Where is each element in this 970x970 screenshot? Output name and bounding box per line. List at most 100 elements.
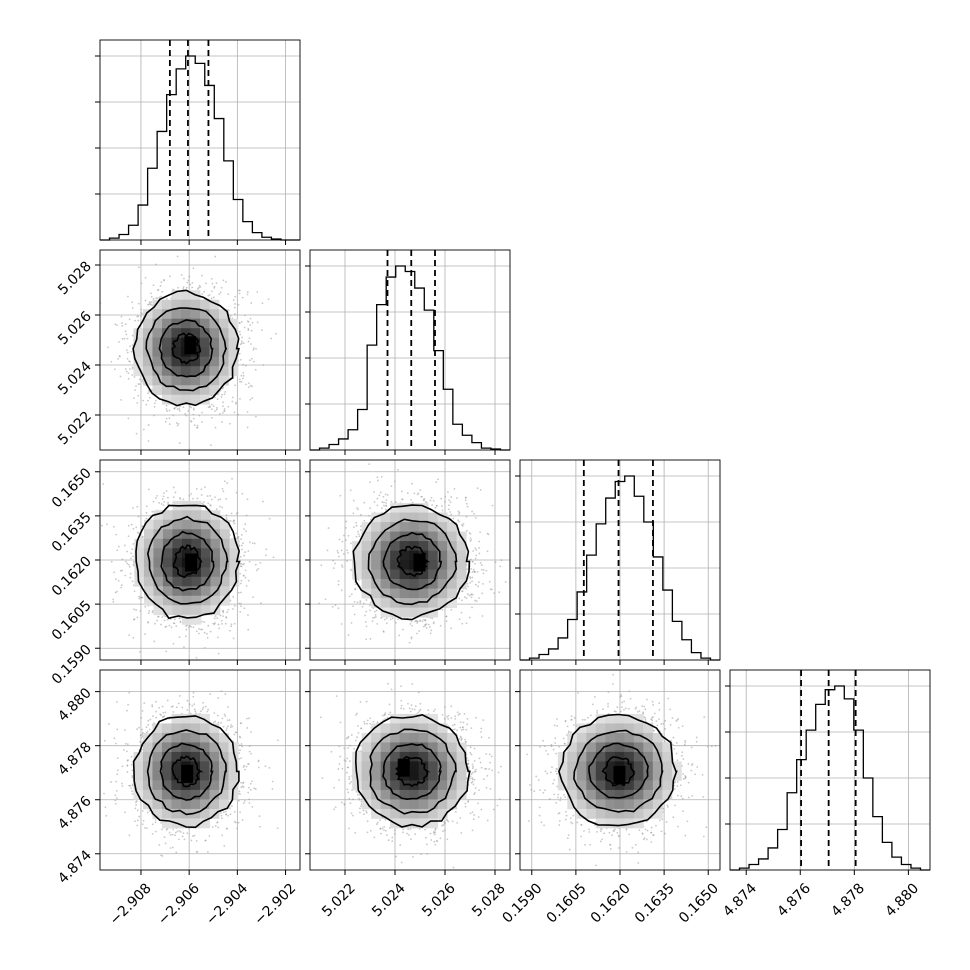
density-cell	[142, 375, 153, 386]
sample-point	[200, 628, 202, 631]
sample-point	[234, 313, 236, 315]
density-cell	[399, 588, 410, 599]
y-tick-label: 4.880	[55, 685, 95, 725]
sample-point	[469, 775, 472, 778]
sample-point	[145, 517, 148, 520]
sample-point	[185, 286, 188, 289]
sample-point	[119, 569, 122, 572]
sample-point	[469, 582, 472, 584]
sample-point	[474, 516, 477, 519]
density-cell	[209, 309, 220, 320]
sample-point	[123, 337, 126, 340]
density-cell	[633, 742, 644, 753]
sample-point	[408, 641, 411, 644]
density-cell	[418, 780, 429, 791]
sample-point	[353, 613, 356, 616]
density-cell	[161, 337, 172, 348]
sample-point	[355, 524, 358, 527]
x-tick-label: 4.876	[774, 880, 814, 920]
density-cell	[171, 328, 182, 339]
sample-point	[607, 705, 609, 708]
sample-point	[252, 360, 255, 363]
sample-point	[380, 617, 383, 619]
sample-point	[131, 548, 134, 551]
sample-point	[360, 727, 362, 730]
sample-point	[156, 619, 159, 622]
sample-point	[268, 766, 271, 769]
density-cell	[152, 723, 163, 734]
sample-point	[498, 798, 501, 800]
sample-point	[458, 618, 461, 621]
sample-point	[539, 789, 541, 791]
density-cell	[437, 522, 448, 532]
density-cell	[171, 799, 182, 810]
sample-point	[233, 604, 236, 607]
sample-point	[458, 513, 460, 516]
density-cell	[390, 522, 401, 532]
density-cell	[390, 761, 401, 772]
sample-point	[482, 778, 485, 781]
sample-point	[432, 622, 435, 625]
density-cell	[190, 394, 201, 405]
sample-point	[124, 330, 127, 333]
density-cell	[447, 780, 458, 791]
density-cell	[172, 595, 183, 606]
sample-point	[186, 708, 189, 711]
sample-point	[271, 787, 274, 790]
sample-point	[235, 491, 238, 494]
sample-point	[164, 420, 167, 423]
sample-point	[376, 479, 379, 482]
sample-point	[680, 795, 683, 798]
density-cell	[190, 723, 201, 734]
sample-point	[156, 297, 159, 300]
sample-point	[690, 764, 693, 767]
sample-point	[538, 745, 541, 748]
sample-point	[478, 552, 481, 555]
sample-point	[602, 708, 604, 711]
sample-point	[147, 621, 149, 623]
sample-point	[498, 591, 501, 594]
density-cell	[409, 607, 420, 618]
histogram-3	[520, 475, 720, 661]
sample-point	[181, 706, 184, 709]
sample-point	[144, 606, 147, 608]
density-cell	[180, 318, 191, 329]
sample-point	[559, 797, 562, 799]
sample-point	[192, 497, 194, 500]
sample-point	[458, 737, 461, 740]
density-cell	[447, 550, 458, 561]
density-cell	[652, 789, 663, 800]
sample-point	[138, 532, 140, 535]
density-cell	[428, 588, 439, 599]
sample-point	[165, 417, 168, 420]
sample-point	[469, 532, 472, 535]
sample-point	[348, 782, 351, 785]
sample-point	[464, 802, 467, 805]
density-cell	[199, 751, 210, 762]
density-cell	[437, 569, 448, 580]
x-tick-label: 5.024	[369, 880, 409, 920]
sample-point	[134, 319, 136, 322]
sample-point	[158, 502, 161, 504]
sample-point	[453, 723, 456, 726]
sample-point	[135, 526, 138, 529]
sample-point	[465, 597, 468, 600]
sample-point	[212, 296, 215, 299]
sample-point	[193, 834, 196, 837]
sample-point	[469, 777, 472, 780]
sample-point	[696, 766, 699, 768]
sample-point	[435, 481, 438, 484]
sample-point	[359, 525, 362, 528]
sample-point	[434, 843, 437, 846]
density-cell	[161, 318, 172, 329]
density-cell	[361, 761, 372, 772]
sample-point	[655, 720, 658, 723]
sample-point	[641, 705, 644, 708]
density-cell	[191, 519, 202, 530]
density-cell	[142, 318, 153, 329]
sample-point	[351, 814, 354, 817]
sample-point	[220, 690, 223, 693]
sample-point	[192, 413, 195, 416]
sample-point	[224, 622, 227, 625]
sample-point	[475, 549, 478, 551]
